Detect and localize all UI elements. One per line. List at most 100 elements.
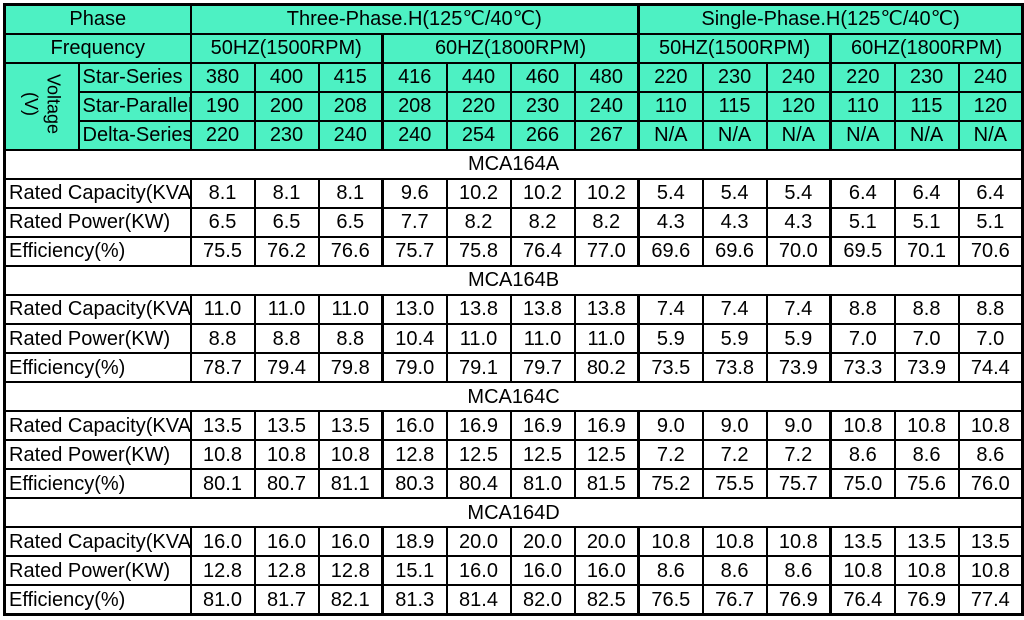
- spec-value-cell: 10.8: [637, 526, 704, 558]
- alternator-spec-table: Phase Three-Phase.H(125℃/40℃) Single-Phase…: [3, 3, 1024, 616]
- spec-value-cell: 80.4: [445, 468, 512, 500]
- spec-value-cell: 16.9: [573, 410, 640, 442]
- spec-value-cell: 10.8: [893, 555, 960, 587]
- spec-value-cell: 16.0: [445, 555, 512, 587]
- spec-data-row: Rated Power(KW) 8.8 8.8 8.8 10.4 11.0 11.0 11.0…: [3, 323, 1024, 355]
- spec-value-cell: 15.1: [381, 555, 448, 587]
- spec-value-cell: 73.8: [701, 352, 768, 384]
- voltage-row: Voltage (V) Star-Series 380 400 415 416 440 460 4…: [3, 61, 1024, 151]
- spec-value-cell: 5.4: [765, 177, 832, 209]
- spec-value-cell: 76.9: [765, 584, 832, 616]
- spec-value-cell: 9.6: [381, 177, 448, 209]
- spec-data-row: Efficiency(%) 78.7 79.4 79.8 79.0 79.1 79.7 80.…: [3, 352, 1024, 384]
- voltage-value-cell: 220: [189, 119, 256, 151]
- spec-value-cell: 76.7: [701, 584, 768, 616]
- voltage-value-cell: 240: [573, 90, 640, 122]
- spec-value-cell: 79.8: [317, 352, 384, 384]
- spec-value-cell: 8.8: [829, 293, 896, 326]
- voltage-row-label: Star-Series: [77, 61, 192, 93]
- spec-row-label: Rated Power(KW): [3, 323, 192, 355]
- spec-value-cell: 9.0: [765, 410, 832, 442]
- spec-value-cell: 8.6: [637, 555, 704, 587]
- spec-value-cell: 8.8: [189, 323, 256, 355]
- model-title-row: MCA164A: [3, 148, 1024, 180]
- spec-value-cell: 13.8: [509, 293, 576, 326]
- spec-value-cell: 5.4: [701, 177, 768, 209]
- spec-value-cell: 7.4: [701, 293, 768, 326]
- spec-value-cell: 70.0: [765, 235, 832, 267]
- spec-value-cell: 5.4: [637, 177, 704, 209]
- spec-value-cell: 69.6: [701, 235, 768, 267]
- voltage-value-cell: 208: [317, 90, 384, 122]
- spec-row-label: Rated Capacity(KVA): [3, 410, 192, 442]
- model-title: MCA164D: [3, 497, 1024, 529]
- spec-value-cell: 76.0: [957, 468, 1024, 500]
- spec-value-cell: 73.9: [893, 352, 960, 384]
- spec-value-cell: 81.0: [509, 468, 576, 500]
- spec-value-cell: 8.8: [253, 323, 320, 355]
- spec-value-cell: 16.0: [381, 410, 448, 442]
- spec-value-cell: 75.5: [189, 235, 256, 267]
- spec-value-cell: 7.0: [829, 323, 896, 355]
- spec-value-cell: 76.4: [509, 235, 576, 267]
- spec-value-cell: 5.1: [893, 206, 960, 238]
- spec-value-cell: 20.0: [445, 526, 512, 558]
- voltage-value-cell: 230: [701, 61, 768, 93]
- spec-value-cell: 8.2: [573, 206, 640, 238]
- spec-value-cell: 10.8: [829, 410, 896, 442]
- voltage-value-cell: 416: [381, 61, 448, 93]
- spec-value-cell: 73.9: [765, 352, 832, 384]
- spec-data-row: Rated Capacity(KVA) 11.0 11.0 11.0 13.0 13.8 1…: [3, 293, 1024, 326]
- spec-value-cell: 16.0: [509, 555, 576, 587]
- spec-value-cell: 10.2: [509, 177, 576, 209]
- spec-value-cell: 75.7: [765, 468, 832, 500]
- spec-value-cell: 13.5: [317, 410, 384, 442]
- spec-value-cell: 5.9: [765, 323, 832, 355]
- spec-value-cell: 77.4: [957, 584, 1024, 616]
- spec-row-label: Efficiency(%): [3, 352, 192, 384]
- spec-value-cell: 13.0: [381, 293, 448, 326]
- phase-row: Phase Three-Phase.H(125℃/40℃) Single-Phase…: [3, 3, 1024, 35]
- spec-value-cell: 18.9: [381, 526, 448, 558]
- spec-value-cell: 10.8: [829, 555, 896, 587]
- voltage-value-cell: 415: [317, 61, 384, 93]
- spec-value-cell: 8.8: [317, 323, 384, 355]
- spec-value-cell: 5.9: [637, 323, 704, 355]
- spec-row-label: Rated Power(KW): [3, 555, 192, 587]
- spec-value-cell: 79.4: [253, 352, 320, 384]
- spec-data-row: Rated Capacity(KVA) 8.1 8.1 8.1 9.6 10.2 10.2 1…: [3, 177, 1024, 209]
- voltage-value-cell: 110: [637, 90, 704, 122]
- voltage-value-cell: 220: [445, 90, 512, 122]
- spec-value-cell: 75.8: [445, 235, 512, 267]
- spec-value-cell: 75.6: [893, 468, 960, 500]
- voltage-value-cell: N/A: [893, 119, 960, 151]
- voltage-row-label: Delta-Series: [77, 119, 192, 151]
- model-title: MCA164C: [3, 381, 1024, 413]
- voltage-value-cell: 460: [509, 61, 576, 93]
- spec-value-cell: 80.7: [253, 468, 320, 500]
- voltage-value-cell: 240: [765, 61, 832, 93]
- spec-value-cell: 7.2: [701, 439, 768, 471]
- frequency-group-header: 60HZ(1800RPM): [829, 32, 1024, 64]
- voltage-value-cell: 230: [509, 90, 576, 122]
- voltage-value-cell: 440: [445, 61, 512, 93]
- spec-value-cell: 12.5: [445, 439, 512, 471]
- voltage-value-cell: 230: [893, 61, 960, 93]
- spec-value-cell: 7.0: [957, 323, 1024, 355]
- spec-value-cell: 76.4: [829, 584, 896, 616]
- voltage-value-cell: N/A: [829, 119, 896, 151]
- spec-value-cell: 10.8: [893, 410, 960, 442]
- spec-value-cell: 12.5: [573, 439, 640, 471]
- voltage-value-cell: N/A: [957, 119, 1024, 151]
- spec-value-cell: 10.8: [957, 410, 1024, 442]
- voltage-value-cell: N/A: [765, 119, 832, 151]
- spec-value-cell: 16.0: [573, 555, 640, 587]
- voltage-value-cell: 240: [957, 61, 1024, 93]
- frequency-header-label: Frequency: [3, 32, 192, 64]
- spec-value-cell: 12.8: [317, 555, 384, 587]
- voltage-value-cell: 240: [381, 119, 448, 151]
- spec-value-cell: 10.8: [253, 439, 320, 471]
- model-title: MCA164A: [3, 148, 1024, 180]
- voltage-axis-cell: Voltage (V): [3, 61, 80, 151]
- spec-value-cell: 8.6: [829, 439, 896, 471]
